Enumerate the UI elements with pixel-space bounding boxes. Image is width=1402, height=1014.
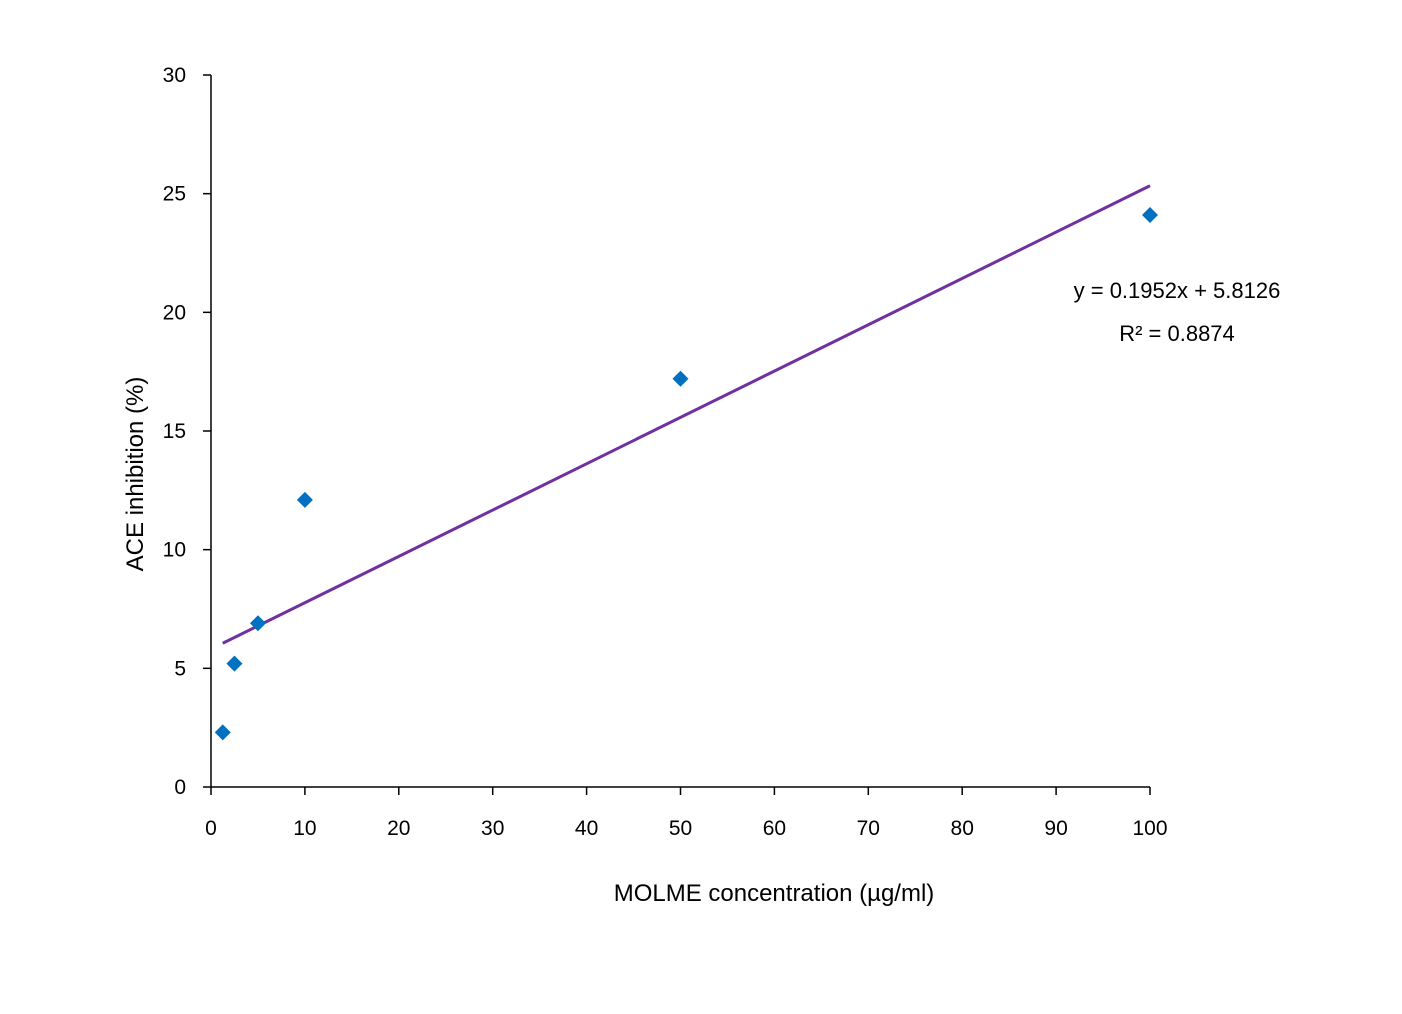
y-axis-ticks: 0 5 10 15 20 25 30 — [163, 64, 211, 799]
y-tick-label: 5 — [174, 657, 186, 680]
x-tick-label: 10 — [293, 817, 316, 840]
y-tick-label: 15 — [163, 420, 186, 443]
y-axis-title: ACE inhibition (%) — [122, 377, 149, 572]
y-tick-label: 10 — [163, 539, 186, 562]
x-tick-label: 0 — [205, 817, 217, 840]
data-point — [249, 615, 266, 632]
data-point — [226, 655, 243, 672]
x-tick-label: 30 — [481, 817, 504, 840]
y-tick-label: 20 — [163, 301, 186, 324]
x-tick-label: 100 — [1132, 817, 1167, 840]
data-points — [214, 207, 1158, 741]
x-tick-label: 20 — [387, 817, 410, 840]
trendline-equation: y = 0.1952x + 5.8126 — [1074, 278, 1281, 303]
y-tick-label: 30 — [163, 64, 186, 87]
data-point — [296, 491, 313, 508]
trendline-r-squared: R² = 0.8874 — [1119, 321, 1235, 346]
data-point — [214, 724, 231, 741]
x-axis-ticks: 0 10 20 30 40 50 60 70 80 90 100 — [205, 787, 1168, 840]
trendline — [222, 184, 1151, 645]
y-tick-label: 0 — [174, 776, 186, 799]
x-axis-title: MOLME concentration (µg/ml) — [614, 880, 935, 907]
x-tick-label: 80 — [951, 817, 974, 840]
y-tick-label: 25 — [163, 183, 186, 206]
x-tick-label: 70 — [857, 817, 880, 840]
x-tick-label: 90 — [1044, 817, 1067, 840]
x-tick-label: 60 — [763, 817, 786, 840]
data-point — [672, 370, 689, 387]
x-tick-label: 50 — [669, 817, 692, 840]
x-tick-label: 40 — [575, 817, 598, 840]
data-point — [1142, 207, 1158, 224]
